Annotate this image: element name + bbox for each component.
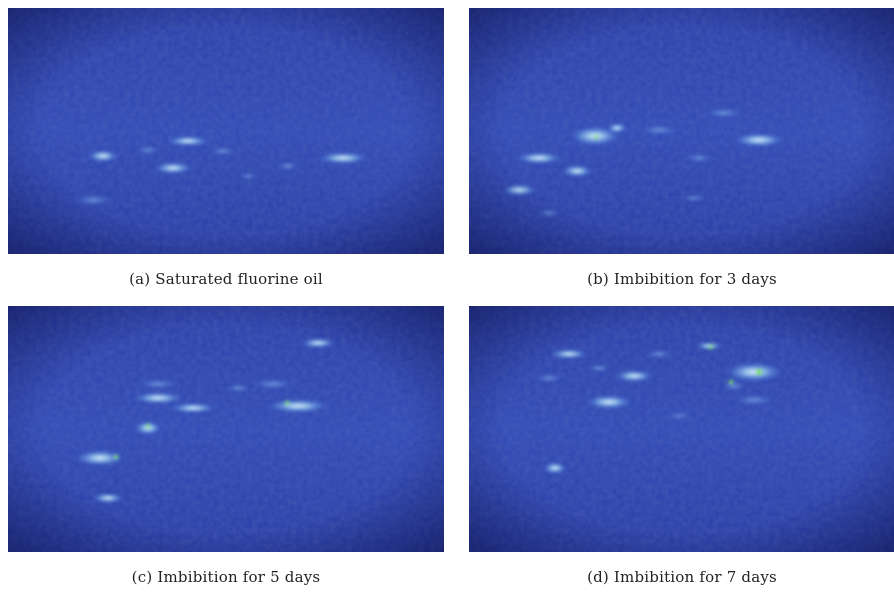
nmr-image-c [8,306,444,552]
nmr-image-a [8,8,444,254]
panel-d [469,306,894,552]
nmr-image-b [469,8,894,254]
caption-b: (b) Imbibition for 3 days [587,270,777,288]
caption-c: (c) Imbibition for 5 days [131,568,321,586]
nmr-image-d [469,306,894,552]
panel-a [8,8,444,254]
caption-d: (d) Imbibition for 7 days [587,568,777,586]
panel-b [469,8,894,254]
caption-a: (a) Saturated fluorine oil [129,270,323,288]
panel-c [8,306,444,552]
